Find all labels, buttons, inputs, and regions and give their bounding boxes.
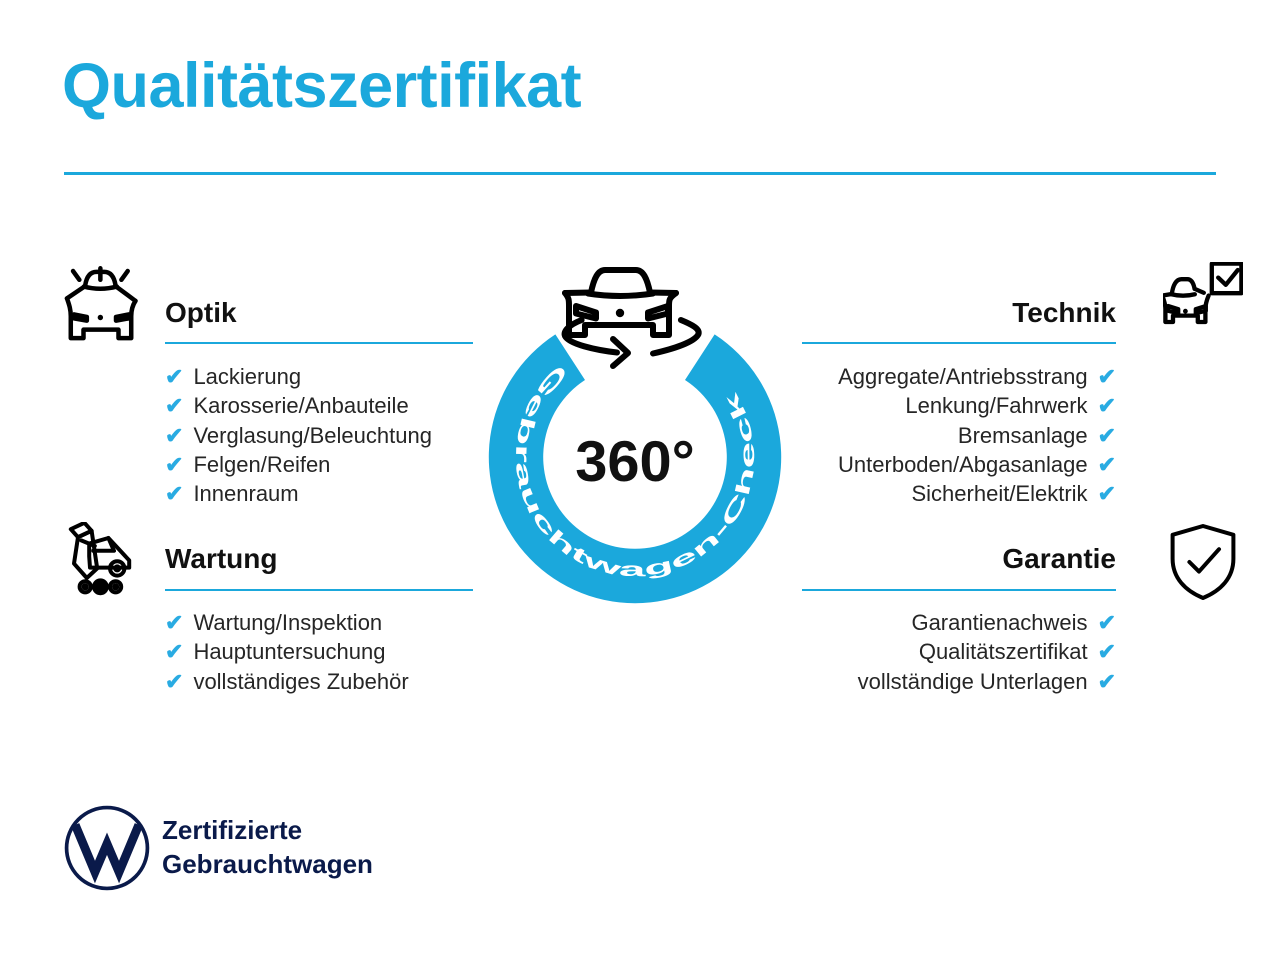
- svg-text:360°: 360°: [575, 430, 695, 494]
